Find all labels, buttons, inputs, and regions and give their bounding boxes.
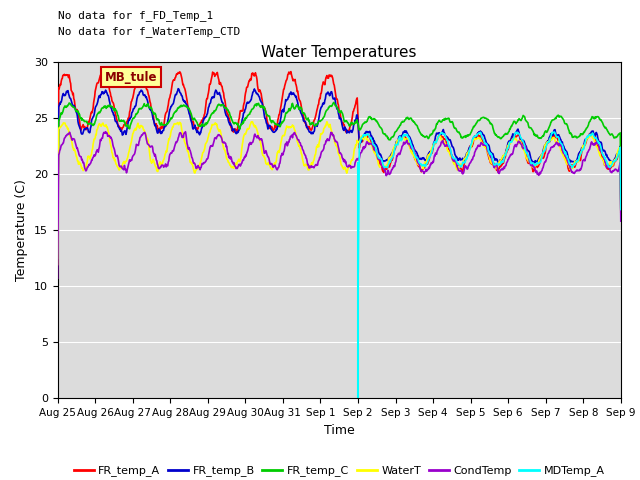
Text: No data for f_WaterTemp_CTD: No data for f_WaterTemp_CTD — [58, 26, 240, 37]
Text: MB_tule: MB_tule — [104, 71, 157, 84]
Legend: FR_temp_A, FR_temp_B, FR_temp_C, WaterT, CondTemp, MDTemp_A: FR_temp_A, FR_temp_B, FR_temp_C, WaterT,… — [69, 461, 609, 480]
X-axis label: Time: Time — [324, 424, 355, 437]
Text: No data for f_FD_Temp_1: No data for f_FD_Temp_1 — [58, 10, 213, 21]
Y-axis label: Temperature (C): Temperature (C) — [15, 180, 28, 281]
Title: Water Temperatures: Water Temperatures — [262, 45, 417, 60]
